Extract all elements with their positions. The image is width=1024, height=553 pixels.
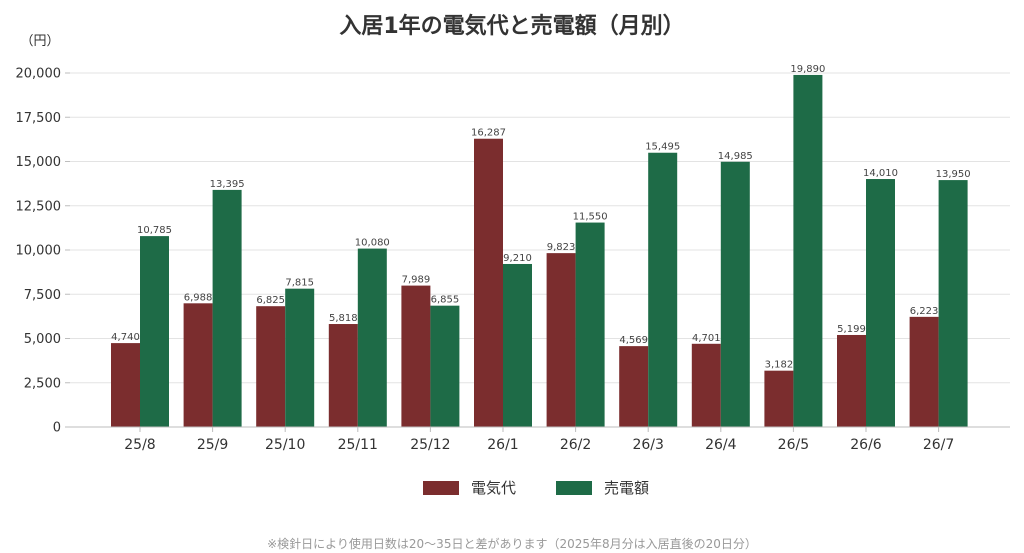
data-label: 14,010 bbox=[863, 168, 898, 179]
bar-sold-power bbox=[357, 248, 387, 427]
x-tick-label: 26/3 bbox=[632, 437, 663, 453]
data-label: 6,223 bbox=[910, 306, 939, 317]
bar-electricity-cost bbox=[256, 306, 286, 427]
data-label: 6,855 bbox=[431, 295, 460, 306]
bar-sold-power bbox=[575, 222, 605, 427]
data-label: 7,815 bbox=[285, 278, 314, 289]
data-label: 10,785 bbox=[137, 225, 172, 236]
x-tick-label: 25/9 bbox=[197, 437, 228, 453]
data-label: 4,740 bbox=[111, 332, 140, 343]
bar-electricity-cost bbox=[619, 346, 649, 427]
x-axis-ticks: 25/8 25/9 25/10 25/11 25/12 26/1 26/2 26/3 26/4 2… bbox=[124, 427, 954, 453]
x-tick-label: 25/11 bbox=[338, 437, 378, 453]
legend-swatch bbox=[423, 481, 459, 495]
data-label: 19,890 bbox=[790, 64, 825, 75]
data-label: 9,210 bbox=[503, 253, 532, 264]
bar-sold-power bbox=[866, 179, 895, 427]
bar-electricity-cost bbox=[909, 316, 939, 427]
bar-sold-power bbox=[648, 152, 678, 427]
legend-label: 売電額 bbox=[604, 479, 649, 497]
bar-sold-power bbox=[793, 74, 823, 428]
y-tick-label: 7,500 bbox=[24, 288, 61, 303]
bar-electricity-cost bbox=[691, 343, 721, 427]
bar-sold-power bbox=[503, 263, 532, 427]
x-tick-label: 26/4 bbox=[705, 437, 737, 453]
bar-electricity-cost bbox=[474, 138, 503, 427]
data-label: 6,988 bbox=[184, 292, 213, 303]
bar-electricity-cost bbox=[764, 370, 794, 427]
x-tick-label: 26/2 bbox=[560, 437, 591, 453]
footnote: ※検針日により使用日数は20〜35日と差があります（2025年8月分は入居直後の… bbox=[267, 536, 757, 551]
data-label: 11,550 bbox=[573, 212, 608, 223]
y-tick-label: 2,500 bbox=[24, 376, 61, 391]
bars bbox=[111, 74, 968, 428]
x-tick-label: 25/8 bbox=[124, 437, 155, 453]
bar-electricity-cost bbox=[328, 324, 358, 427]
bar-electricity-cost bbox=[546, 253, 576, 427]
bar-sold-power bbox=[430, 305, 460, 427]
y-tick-label: 0 bbox=[53, 421, 61, 436]
legend-label: 電気代 bbox=[471, 479, 516, 497]
bar-sold-power bbox=[140, 236, 169, 427]
data-label: 7,989 bbox=[402, 275, 431, 286]
bar-sold-power bbox=[285, 288, 315, 427]
y-tick-label: 15,000 bbox=[16, 155, 62, 170]
data-label: 6,825 bbox=[256, 295, 285, 306]
y-axis-unit-label: （円） bbox=[20, 34, 59, 49]
bar-electricity-cost bbox=[401, 285, 431, 427]
y-tick-label: 12,500 bbox=[16, 199, 62, 214]
x-tick-label: 26/1 bbox=[487, 437, 518, 453]
data-label: 16,287 bbox=[471, 128, 506, 139]
y-tick-label: 20,000 bbox=[16, 67, 62, 82]
data-label: 5,199 bbox=[837, 324, 866, 335]
bar-electricity-cost bbox=[111, 343, 140, 427]
bar-electricity-cost bbox=[837, 334, 866, 427]
legend: 電気代 売電額 bbox=[423, 479, 649, 497]
data-label: 5,818 bbox=[329, 313, 358, 324]
data-label: 15,495 bbox=[645, 142, 680, 153]
bar-sold-power bbox=[720, 161, 750, 427]
x-tick-label: 26/7 bbox=[923, 437, 954, 453]
chart-title: 入居1年の電気代と売電額（月別） bbox=[339, 13, 684, 39]
data-label: 3,182 bbox=[765, 360, 794, 371]
data-label: 13,395 bbox=[210, 179, 245, 190]
y-axis-ticks: 0 2,500 5,000 7,500 10,000 12,500 15,000 17,500… bbox=[16, 67, 70, 436]
bar-sold-power bbox=[938, 180, 968, 427]
data-label: 4,701 bbox=[692, 333, 721, 344]
y-tick-label: 17,500 bbox=[16, 111, 62, 126]
y-tick-label: 10,000 bbox=[16, 244, 62, 259]
bar-sold-power bbox=[212, 189, 242, 427]
x-tick-label: 25/12 bbox=[410, 437, 450, 453]
x-tick-label: 26/5 bbox=[778, 437, 809, 453]
x-tick-label: 25/10 bbox=[265, 437, 305, 453]
x-tick-label: 26/6 bbox=[850, 437, 882, 453]
data-label: 10,080 bbox=[355, 238, 390, 249]
data-label: 9,823 bbox=[547, 242, 576, 253]
y-tick-label: 5,000 bbox=[24, 332, 61, 347]
bar-electricity-cost bbox=[183, 303, 213, 427]
data-label: 4,569 bbox=[619, 335, 648, 346]
legend-swatch bbox=[556, 481, 592, 495]
data-label: 14,985 bbox=[718, 151, 753, 162]
data-label: 13,950 bbox=[936, 169, 971, 180]
